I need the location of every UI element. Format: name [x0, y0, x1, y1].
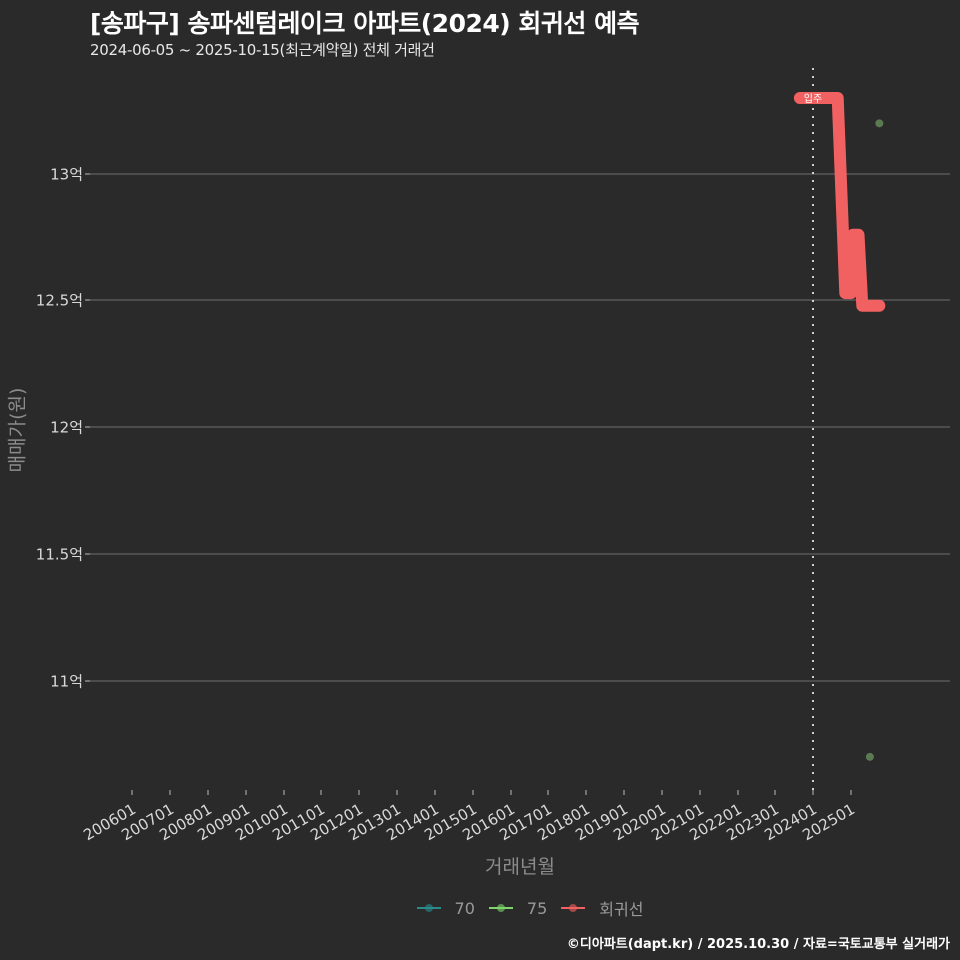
legend-item-75[interactable]: 75: [488, 898, 548, 918]
data-series: 입주: [793, 92, 886, 761]
move-in-label: 입주: [804, 92, 822, 105]
y-tick-label: 12.5억: [35, 291, 83, 310]
y-axis-label: 매매가(원): [6, 387, 29, 473]
data-point[interactable]: [865, 752, 874, 761]
chart-subtitle: 2024-06-05 ~ 2025-10-15(최근계약일) 전체 거래건: [90, 41, 435, 59]
data-point[interactable]: [875, 119, 884, 128]
x-axis-label: 거래년월: [485, 856, 555, 878]
footer-credit: ©디아파트(dapt.kr) / 2025.10.30 / 자료=국토교통부 실…: [566, 937, 950, 952]
chart-title: [송파구] 송파센텀레이크 아파트(2024) 회귀선 예측: [90, 9, 640, 38]
legend: 70 75 회귀선: [0, 896, 960, 920]
legend-label: 75: [526, 898, 548, 918]
y-tick-label: 13억: [50, 165, 83, 184]
regression-line: [793, 92, 886, 312]
y-tick-label: 11.5억: [35, 545, 83, 564]
y-tick-label: 11억: [50, 672, 83, 691]
legend-item-70[interactable]: 70: [416, 898, 475, 918]
legend-swatch-icon: [416, 904, 441, 912]
legend-swatch-icon: [488, 904, 513, 912]
legend-label: 70: [454, 898, 475, 918]
axis-ticks: [85, 173, 852, 795]
y-tick-label: 12억: [50, 418, 83, 437]
legend-item-regression[interactable]: 회귀선: [561, 896, 643, 920]
gridlines: [90, 173, 950, 682]
legend-swatch-icon: [561, 904, 586, 912]
legend-label: 회귀선: [599, 900, 644, 919]
